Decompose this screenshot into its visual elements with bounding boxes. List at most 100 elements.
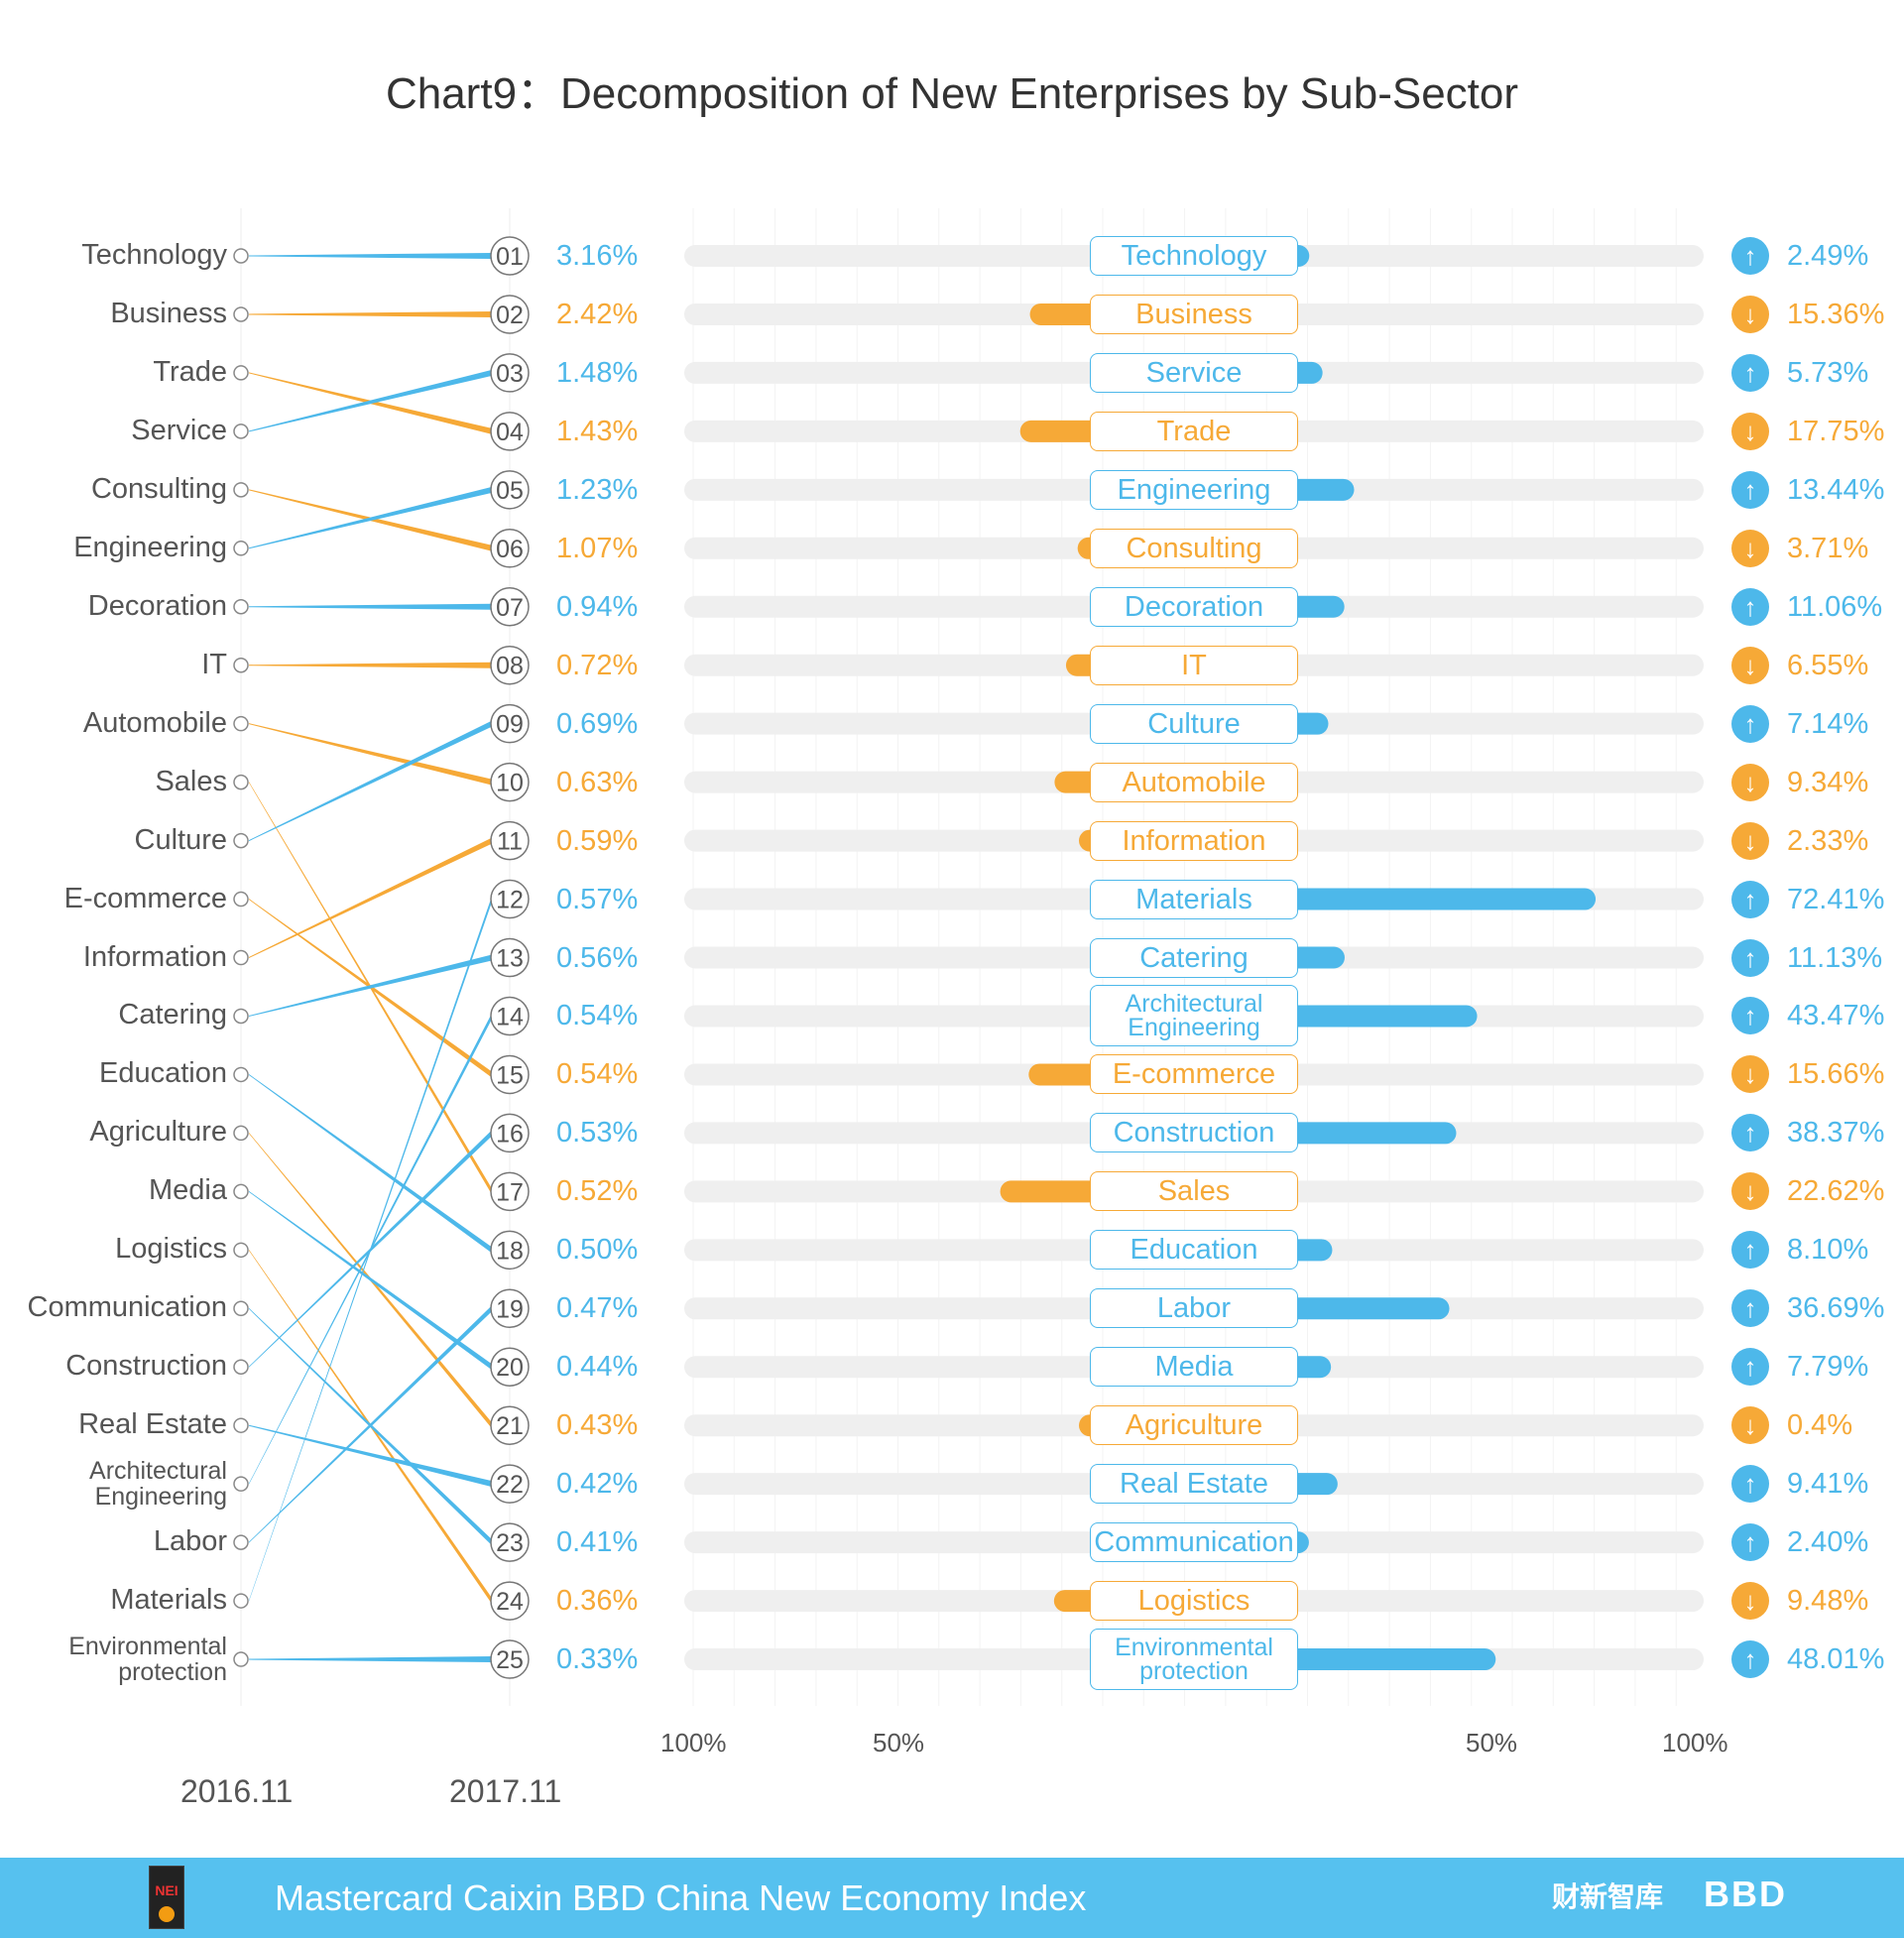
arrow-up-icon: ↑ — [1731, 237, 1769, 275]
rank-label: 19 — [496, 1295, 524, 1323]
rank-circle — [490, 1639, 530, 1679]
change-value: 22.62% — [1787, 1175, 1885, 1208]
label-2016: Information — [82, 940, 227, 973]
arrow-up-icon: ↑ — [1731, 470, 1769, 509]
rank-circle — [490, 937, 530, 978]
arrow-down-icon: ↓ — [1731, 529, 1769, 567]
share-2017: 2.42% — [556, 298, 639, 330]
rank-circle — [490, 1581, 530, 1621]
caixin-insight-logo: 财新智库 — [1552, 1881, 1664, 1912]
rank-label: 24 — [496, 1588, 524, 1616]
point-2016 — [233, 541, 249, 556]
sector-label-box: Construction — [1090, 1113, 1298, 1153]
arrow-up-icon: ↑ — [1731, 938, 1769, 977]
point-2016 — [233, 1476, 249, 1492]
point-2016 — [233, 1534, 249, 1550]
arrow-up-icon: ↑ — [1731, 1289, 1769, 1328]
share-2017: 0.59% — [556, 824, 639, 857]
point-2016 — [233, 949, 249, 966]
share-2017: 0.57% — [556, 883, 639, 915]
rank-circle — [490, 1054, 530, 1095]
slope-line-automobile — [249, 723, 492, 786]
sector-label-box: Culture — [1090, 703, 1298, 744]
change-value: 3.71% — [1787, 532, 1869, 564]
change-value: 5.73% — [1787, 356, 1869, 389]
rank-circle — [490, 879, 530, 919]
rank-label: 07 — [496, 594, 524, 622]
rank-label: 11 — [497, 828, 523, 856]
rank-label: 04 — [496, 419, 524, 446]
rank-circle — [490, 470, 530, 510]
point-2016 — [233, 832, 249, 849]
rank-label: 23 — [496, 1529, 524, 1557]
sector-label-box: Information — [1090, 820, 1298, 861]
rank-circle — [490, 529, 530, 568]
label-2016: Automobile — [82, 706, 227, 739]
sector-label-box: Sales — [1090, 1171, 1298, 1212]
rank-circle — [490, 762, 530, 802]
arrow-up-icon: ↑ — [1731, 997, 1769, 1035]
arrow-down-icon: ↓ — [1731, 1055, 1769, 1094]
slope-line-business — [249, 310, 492, 317]
arrow-down-icon: ↓ — [1731, 1582, 1769, 1621]
axis-tick-left: 50% — [873, 1728, 925, 1757]
label-2016: IT — [201, 648, 227, 680]
rank-circle — [490, 996, 530, 1036]
sector-label-box: Engineering — [1090, 469, 1298, 510]
label-2016: Materials — [110, 1584, 227, 1617]
slope-line-decoration — [249, 603, 492, 610]
slope-line-real-estate — [249, 1424, 492, 1488]
sector-label-box: Catering — [1090, 937, 1298, 978]
rank-circle — [490, 645, 530, 685]
sector-label-box: Logistics — [1090, 1581, 1298, 1622]
rank-circle — [490, 236, 530, 276]
point-2016 — [233, 365, 249, 381]
change-value: 15.36% — [1787, 298, 1885, 330]
arrow-up-icon: ↑ — [1731, 1231, 1769, 1270]
nei-logo: NEI — [149, 1866, 184, 1929]
share-2017: 0.53% — [556, 1117, 639, 1150]
slope-line-catering — [249, 954, 492, 1017]
rank-label: 09 — [496, 711, 524, 739]
label-2016: Decoration — [87, 589, 227, 622]
label-2016: Education — [99, 1057, 227, 1090]
axis-tick-right: 100% — [1662, 1728, 1728, 1757]
point-2016 — [233, 306, 249, 322]
rank-circle — [490, 412, 530, 451]
share-2017: 3.16% — [556, 240, 639, 272]
arrow-up-icon: ↑ — [1731, 1114, 1769, 1152]
slope-line-engineering — [249, 486, 492, 549]
change-value: 17.75% — [1787, 415, 1885, 447]
rank-circle — [490, 1230, 530, 1271]
rank-label: 21 — [496, 1412, 524, 1440]
share-2017: 0.63% — [556, 766, 639, 798]
change-value: 7.14% — [1787, 707, 1869, 740]
slope-line-it — [249, 662, 492, 668]
point-2016 — [233, 1300, 249, 1317]
label-2016: Logistics — [115, 1233, 227, 1266]
share-2017: 0.54% — [556, 1000, 639, 1032]
change-value: 43.47% — [1787, 1000, 1885, 1032]
slope-line-education — [249, 1073, 492, 1254]
point-2016 — [233, 1183, 249, 1200]
rank-label: 20 — [496, 1354, 524, 1382]
rank-circle — [490, 1347, 530, 1387]
change-value: 0.4% — [1787, 1409, 1853, 1442]
slope-line-service — [249, 369, 492, 432]
label-2016: Engineering — [73, 531, 227, 563]
arrow-up-icon: ↑ — [1731, 587, 1769, 626]
year-label-2017: 2017.11 — [449, 1773, 562, 1809]
label-2016: Consulting — [90, 472, 227, 505]
rank-label: 18 — [496, 1237, 524, 1265]
point-2016 — [233, 599, 249, 615]
arrow-up-icon: ↑ — [1731, 704, 1769, 743]
rank-label: 10 — [496, 770, 524, 797]
point-2016 — [233, 248, 249, 264]
rank-label: 16 — [496, 1120, 524, 1148]
change-value: 11.13% — [1787, 941, 1883, 974]
sector-label-box: Decoration — [1090, 586, 1298, 627]
logo-text: NEI — [155, 1882, 178, 1898]
label-2016: Technology — [81, 239, 227, 271]
slope-line-culture — [249, 720, 492, 842]
label-2016: Service — [131, 414, 227, 446]
